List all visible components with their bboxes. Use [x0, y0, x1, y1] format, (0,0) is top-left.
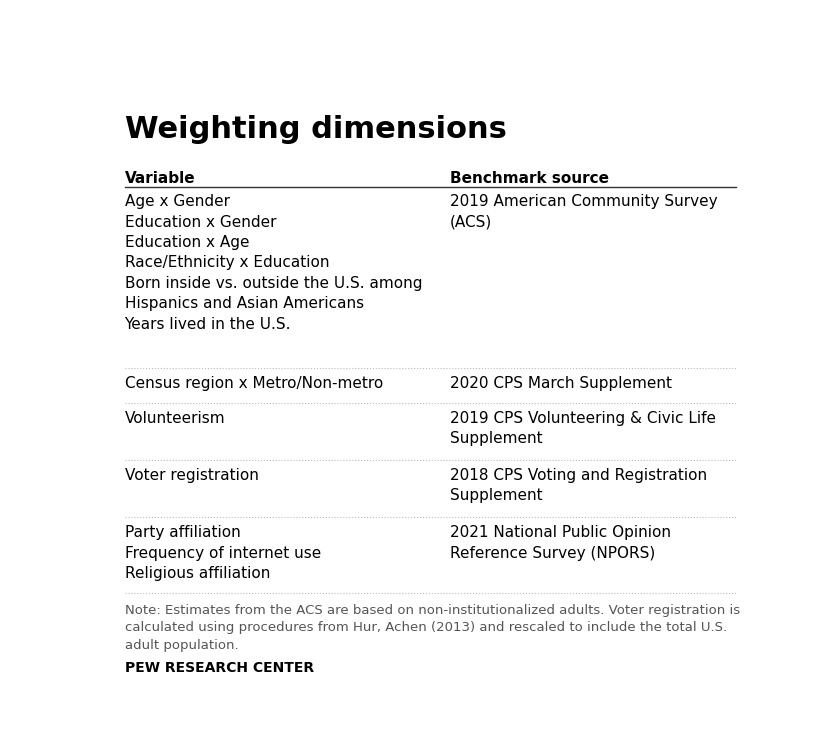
Text: Note: Estimates from the ACS are based on non-institutionalized adults. Voter re: Note: Estimates from the ACS are based o… [124, 603, 740, 652]
Text: 2018 CPS Voting and Registration
Supplement: 2018 CPS Voting and Registration Supplem… [450, 468, 707, 504]
Text: Variable: Variable [124, 170, 195, 186]
Text: 2019 CPS Volunteering & Civic Life
Supplement: 2019 CPS Volunteering & Civic Life Suppl… [450, 411, 716, 446]
Text: 2019 American Community Survey
(ACS): 2019 American Community Survey (ACS) [450, 194, 717, 229]
Text: Age x Gender
Education x Gender
Education x Age
Race/Ethnicity x Education
Born : Age x Gender Education x Gender Educatio… [124, 194, 422, 332]
Text: Weighting dimensions: Weighting dimensions [124, 115, 507, 144]
Text: 2020 CPS March Supplement: 2020 CPS March Supplement [450, 376, 672, 391]
Text: PEW RESEARCH CENTER: PEW RESEARCH CENTER [124, 661, 313, 675]
Text: Benchmark source: Benchmark source [450, 170, 609, 186]
Text: 2021 National Public Opinion
Reference Survey (NPORS): 2021 National Public Opinion Reference S… [450, 525, 671, 561]
Text: Voter registration: Voter registration [124, 468, 259, 483]
Text: Volunteerism: Volunteerism [124, 411, 225, 426]
Text: Party affiliation
Frequency of internet use
Religious affiliation: Party affiliation Frequency of internet … [124, 525, 321, 581]
Text: Census region x Metro/Non-metro: Census region x Metro/Non-metro [124, 376, 383, 391]
